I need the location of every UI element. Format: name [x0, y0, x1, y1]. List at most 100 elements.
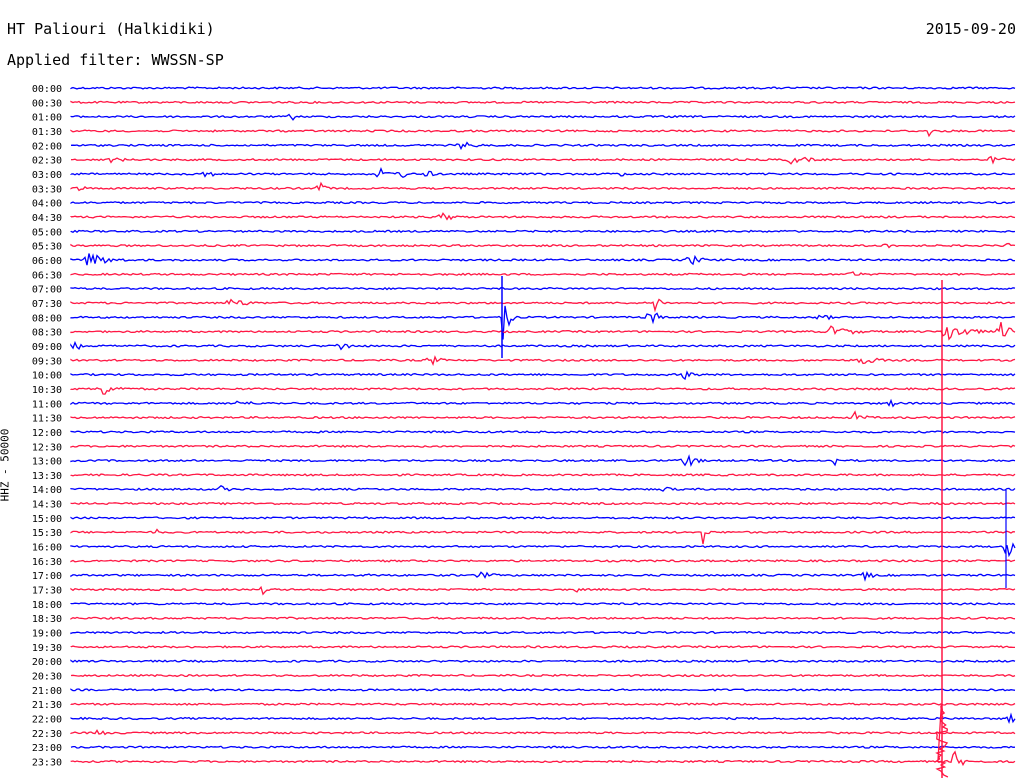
row-time-label: 15:30: [32, 528, 62, 539]
row-time-label: 04:30: [32, 213, 62, 224]
date-label: 2015-09-20: [925, 20, 1016, 38]
row-time-label: 18:00: [32, 600, 62, 611]
row-time-label: 12:00: [32, 428, 62, 439]
row-time-label: 10:00: [32, 371, 62, 382]
row-time-label: 10:30: [32, 385, 62, 396]
row-time-label: 21:30: [32, 700, 62, 711]
row-time-label: 19:30: [32, 643, 62, 654]
row-time-label: 23:30: [32, 758, 62, 769]
trace-blue: [70, 113, 1016, 121]
traces: [70, 86, 1016, 767]
trace-blue: [70, 253, 1016, 266]
trace-red: [70, 242, 1016, 249]
row-time-label: 03:30: [32, 184, 62, 195]
trace-blue: [70, 485, 1016, 492]
trace-red: [70, 473, 1016, 477]
row-time-label: 22:30: [32, 729, 62, 740]
row-time-label: 07:00: [32, 285, 62, 296]
trace-red: [70, 410, 1016, 421]
row-time-label: 17:00: [32, 571, 62, 582]
trace-red: [70, 673, 1016, 678]
row-time-label: 00:30: [32, 98, 62, 109]
row-time-label: 20:30: [32, 672, 62, 683]
row-time-label: 04:00: [32, 199, 62, 210]
row-time-label: 16:00: [32, 543, 62, 554]
trace-red: [70, 355, 1016, 366]
row-time-label: 13:00: [32, 457, 62, 468]
trace-blue: [70, 745, 1016, 749]
row-time-label: 17:30: [32, 586, 62, 597]
trace-red: [70, 212, 1016, 221]
trace-blue: [70, 200, 1016, 205]
row-time-label: 16:30: [32, 557, 62, 568]
trace-blue: [70, 370, 1016, 381]
trace-red: [70, 155, 1016, 165]
row-time-label: 02:30: [32, 156, 62, 167]
row-time-label: 06:00: [32, 256, 62, 267]
row-time-label: 21:00: [32, 686, 62, 697]
trace-blue: [70, 229, 1016, 234]
trace-red: [70, 129, 1016, 138]
row-time-label: 05:00: [32, 227, 62, 238]
row-time-label: 23:00: [32, 743, 62, 754]
station-title: HT Paliouri (Halkidiki): [7, 20, 215, 38]
trace-red: [70, 386, 1016, 395]
trace-red: [70, 100, 1016, 105]
row-time-label: 05:30: [32, 242, 62, 253]
row-time-label: 01:00: [32, 113, 62, 124]
trace-red: [70, 181, 1016, 192]
trace-blue: [70, 305, 1016, 340]
trace-blue: [70, 167, 1016, 179]
trace-red: [70, 271, 1016, 277]
trace-blue: [70, 141, 1015, 151]
trace-blue: [70, 659, 1016, 663]
trace-blue: [70, 286, 1016, 291]
filter-label: Applied filter: WWSSN-SP: [7, 51, 224, 69]
trace-red: [70, 559, 1016, 563]
row-time-label: 03:00: [32, 170, 62, 181]
trace-blue: [70, 340, 1016, 351]
row-time-label: 15:00: [32, 514, 62, 525]
trace-red: [70, 298, 1016, 313]
trace-blue: [70, 630, 1016, 635]
row-time-label: 20:00: [32, 657, 62, 668]
row-time-label: 18:30: [32, 614, 62, 625]
trace-red: [70, 645, 1015, 649]
row-time-label: 09:30: [32, 356, 62, 367]
trace-red: [70, 501, 1016, 506]
row-time-label: 09:00: [32, 342, 62, 353]
trace-blue: [70, 602, 1016, 606]
trace-red: [70, 585, 1016, 596]
row-time-label: 13:30: [32, 471, 62, 482]
trace-red: [70, 444, 1016, 448]
trace-red: [70, 729, 1016, 736]
row-time-label: 14:30: [32, 500, 62, 511]
row-time-label: 06:30: [32, 270, 62, 281]
row-time-label: 08:00: [32, 313, 62, 324]
row-time-label: 22:00: [32, 715, 62, 726]
trace-blue: [70, 571, 1016, 582]
trace-blue: [70, 542, 1016, 558]
trace-blue: [70, 688, 1016, 692]
row-time-label: 00:00: [32, 84, 62, 95]
trace-red: [70, 750, 1016, 767]
row-time-label: 19:00: [32, 629, 62, 640]
event-burst: [935, 704, 949, 778]
row-time-label: 02:00: [32, 141, 62, 152]
trace-blue: [70, 398, 1016, 408]
row-time-label: 12:30: [32, 442, 62, 453]
trace-blue: [70, 516, 1016, 520]
trace-red: [70, 616, 1016, 620]
trace-blue: [70, 454, 1016, 468]
row-time-label: 07:30: [32, 299, 62, 310]
trace-red: [70, 702, 1016, 706]
row-time-label: 14:00: [32, 485, 62, 496]
trace-blue: [70, 712, 1016, 724]
row-time-label: 01:30: [32, 127, 62, 138]
trace-red: [70, 528, 1016, 545]
row-time-label: 08:30: [32, 328, 62, 339]
row-time-label: 11:00: [32, 399, 62, 410]
trace-red: [70, 322, 1016, 341]
